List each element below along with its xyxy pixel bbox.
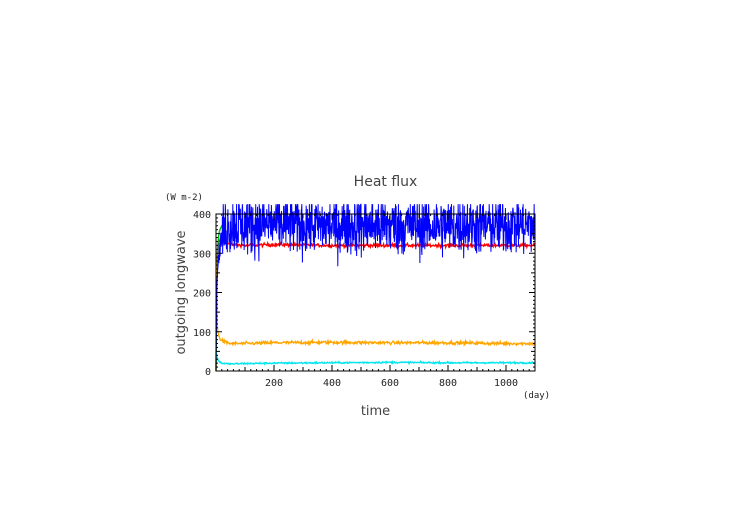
x-axis-unit: (day) [523, 391, 550, 401]
axis-ticks [215, 213, 536, 372]
series-line-0 [215, 203, 536, 372]
series-line-3 [215, 253, 536, 348]
series-lines [215, 203, 536, 372]
x-tick-label: 1000 [494, 378, 518, 389]
y-tick-label: 400 [193, 210, 211, 221]
x-tick-label: 800 [439, 378, 457, 389]
tick-labels: 200 400 600 800 1000 0 100 200 300 400 [193, 210, 518, 389]
x-tick-label: 200 [265, 378, 283, 389]
series-line-4 [215, 351, 536, 366]
y-axis-unit: (W m-2) [165, 193, 203, 203]
chart-title: Heat flux [354, 174, 418, 190]
y-tick-label: 200 [193, 289, 211, 300]
x-axis-label: time [361, 404, 390, 419]
y-tick-label: 100 [193, 328, 211, 339]
x-tick-label: 400 [323, 378, 341, 389]
y-tick-label: 0 [205, 367, 211, 378]
series-line-1 [215, 238, 536, 372]
y-axis-label: outgoing longwave [174, 230, 189, 354]
y-tick-label: 300 [193, 249, 211, 260]
x-tick-label: 600 [381, 378, 399, 389]
